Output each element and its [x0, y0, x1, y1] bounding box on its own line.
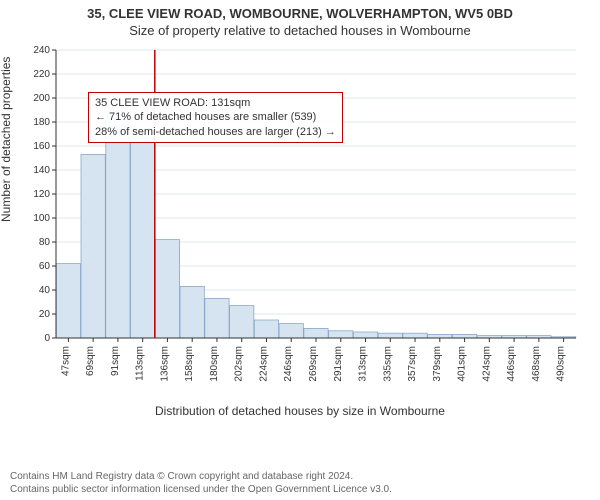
svg-text:335sqm: 335sqm — [382, 346, 393, 382]
bar — [428, 334, 452, 338]
svg-text:113sqm: 113sqm — [135, 346, 146, 381]
svg-text:313sqm: 313sqm — [358, 346, 369, 382]
svg-text:220: 220 — [33, 69, 50, 80]
svg-text:20: 20 — [39, 309, 51, 320]
bar — [304, 328, 328, 338]
svg-text:80: 80 — [39, 237, 51, 248]
svg-text:401sqm: 401sqm — [457, 346, 468, 382]
footer-line2: Contains public sector information licen… — [10, 483, 392, 496]
svg-text:0: 0 — [44, 333, 50, 344]
x-axis-label: Distribution of detached houses by size … — [0, 402, 600, 418]
annotation-line2: ← 71% of detached houses are smaller (53… — [95, 110, 336, 124]
svg-text:224sqm: 224sqm — [258, 346, 269, 382]
svg-text:91sqm: 91sqm — [110, 346, 121, 376]
chart-container: Number of detached properties 0 20 40 60 80 1… — [0, 42, 600, 402]
svg-text:120: 120 — [33, 189, 50, 200]
svg-text:357sqm: 357sqm — [407, 346, 418, 382]
svg-text:246sqm: 246sqm — [283, 346, 294, 382]
bar — [56, 264, 80, 338]
footer-line1: Contains HM Land Registry data © Crown c… — [10, 470, 392, 483]
svg-text:202sqm: 202sqm — [234, 346, 245, 382]
svg-text:240: 240 — [33, 45, 50, 56]
page-subtitle: Size of property relative to detached ho… — [0, 21, 600, 42]
bar — [378, 333, 402, 338]
bar — [254, 320, 278, 338]
annotation-line1: 35 CLEE VIEW ROAD: 131sqm — [95, 96, 336, 110]
svg-text:200: 200 — [33, 93, 50, 104]
svg-text:291sqm: 291sqm — [333, 346, 344, 382]
bar — [205, 298, 229, 338]
highlight-annotation: 35 CLEE VIEW ROAD: 131sqm ← 71% of detac… — [88, 92, 343, 143]
svg-text:269sqm: 269sqm — [308, 346, 319, 382]
page-title-address: 35, CLEE VIEW ROAD, WOMBOURNE, WOLVERHAM… — [0, 0, 600, 21]
bar — [452, 334, 476, 338]
svg-text:100: 100 — [33, 213, 50, 224]
annotation-line3: 28% of semi-detached houses are larger (… — [95, 125, 336, 139]
footer-attribution: Contains HM Land Registry data © Crown c… — [10, 470, 392, 496]
bar — [131, 138, 155, 338]
svg-text:140: 140 — [33, 165, 50, 176]
svg-text:424sqm: 424sqm — [481, 346, 492, 382]
svg-text:40: 40 — [39, 285, 51, 296]
svg-text:60: 60 — [39, 261, 51, 272]
svg-text:379sqm: 379sqm — [432, 346, 443, 382]
svg-text:180sqm: 180sqm — [209, 346, 220, 382]
bar — [230, 306, 254, 338]
svg-text:446sqm: 446sqm — [506, 346, 517, 382]
bar — [81, 154, 105, 338]
bar — [403, 333, 427, 338]
bar — [180, 286, 204, 338]
bar — [279, 324, 303, 338]
y-axis-label: Number of detached properties — [0, 57, 13, 222]
svg-text:490sqm: 490sqm — [556, 346, 567, 382]
svg-text:468sqm: 468sqm — [531, 346, 542, 382]
bar — [155, 240, 179, 338]
bar — [329, 331, 353, 338]
svg-text:136sqm: 136sqm — [159, 346, 170, 382]
svg-text:69sqm: 69sqm — [85, 346, 96, 376]
svg-text:47sqm: 47sqm — [60, 346, 71, 376]
svg-text:158sqm: 158sqm — [184, 346, 195, 382]
svg-text:160: 160 — [33, 141, 50, 152]
bar — [353, 332, 377, 338]
svg-text:180: 180 — [33, 117, 50, 128]
